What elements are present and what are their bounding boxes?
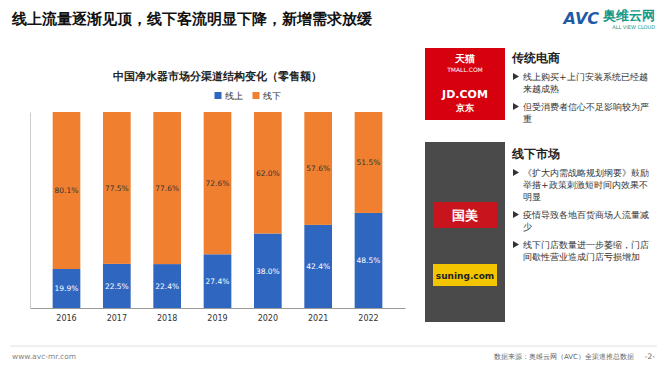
image-text: JD.COM [441, 88, 488, 101]
legend-item: 线下 [253, 91, 281, 101]
data-label: 80.1% [55, 186, 79, 195]
data-label: 48.5% [357, 256, 381, 265]
image-background [425, 142, 505, 322]
panel-image: 国美 suning.com [425, 142, 505, 322]
x-tick: 2018 [157, 314, 177, 323]
data-label: 22.5% [105, 282, 129, 291]
x-tick: 2019 [207, 314, 227, 323]
data-label: 42.4% [306, 262, 330, 271]
bullet-marker [513, 211, 519, 218]
bar [204, 112, 232, 254]
bullet-marker [513, 103, 519, 110]
data-label: 38.0% [256, 267, 280, 276]
image-text: TMALL.COM [446, 66, 483, 73]
bars [53, 112, 383, 308]
data-label: 77.6% [155, 184, 179, 193]
bullet-text: 但受消费者信心不足影响较为严重 [523, 102, 649, 124]
bar [53, 112, 81, 269]
data-label: 27.4% [206, 277, 230, 286]
x-tick: 2017 [107, 314, 127, 323]
data-label: 22.4% [155, 282, 179, 291]
x-tick: 2022 [358, 314, 378, 323]
x-tick-label: 2016 [56, 314, 76, 323]
data-label: 19.9% [55, 284, 79, 293]
slide-title: 线上流量逐渐见顶，线下客流明显下降，新增需求放缓 [11, 10, 373, 28]
bullet-text: 线上购买+上门安装系统已经越来越成熟 [523, 72, 648, 94]
x-tick-label: 2019 [207, 314, 227, 323]
x-tick: 2016 [56, 314, 76, 323]
bullet-text: 疫情导致各地百货商场人流量减少 [523, 210, 649, 232]
panel-heading: 传统电商 [511, 51, 560, 65]
bullet-text: 《扩大内需战略规划纲要》鼓励举措+政策刺激短时间内效果不明显 [523, 168, 649, 202]
x-tick-label: 2020 [258, 314, 278, 323]
bar [304, 112, 332, 225]
image-text: 京东 [455, 103, 474, 113]
footer-source: 数据来源：奥维云网（AVC）全渠道推总数据 [494, 353, 634, 361]
image-background [425, 48, 505, 120]
bar [103, 264, 131, 308]
footer-page: -2- [645, 352, 655, 361]
image-text: suning.com [436, 271, 494, 281]
bar [254, 112, 282, 234]
data-label: 51.5% [357, 158, 381, 167]
sign [433, 202, 497, 228]
legend-item: 线上 [215, 91, 243, 101]
panel: 天猫 TMALL.COM JD.COM 京东 传统电商线上购买+上门安装系统已经越来越成… [425, 48, 649, 124]
footer-rule [10, 346, 657, 347]
legend-swatch [215, 92, 222, 99]
x-tick: 2021 [308, 314, 328, 323]
x-tick-label: 2018 [157, 314, 177, 323]
y-axis-line [30, 113, 31, 309]
bar [355, 213, 383, 308]
x-tick-label: 2022 [358, 314, 378, 323]
image-text: 国美 [452, 208, 478, 223]
bar [53, 269, 81, 308]
panel-heading: 线下市场 [511, 147, 560, 161]
x-tick: 2020 [258, 314, 278, 323]
bullet-marker [513, 169, 519, 176]
data-label: 62.0% [256, 169, 280, 178]
panel-image: 天猫 TMALL.COM JD.COM 京东 [425, 48, 505, 120]
bullet-marker [513, 241, 519, 248]
bar [153, 112, 181, 264]
legend-swatch [253, 92, 260, 99]
x-tick-label: 2017 [107, 314, 127, 323]
slide: 线上流量逐渐见顶，线下客流明显下降，新增需求放缓 奥维云网ALL VIEW CLO… [0, 0, 667, 370]
y-axis [30, 113, 31, 309]
x-axis: 2016 2017 2018 2019 2020 2021 2022 [31, 309, 406, 323]
panel: 国美 suning.com 线下市场《扩大内需战略规划纲要》鼓励举措+政策刺激短时间… [425, 142, 649, 322]
footer-website: www.avc-mr.com [12, 352, 76, 361]
series-bars [53, 112, 383, 269]
x-axis-line [31, 308, 406, 309]
logo-name: 奥维云网 [602, 8, 655, 23]
data-label: 72.6% [206, 179, 230, 188]
bullet-marker [513, 73, 519, 80]
bar [204, 254, 232, 308]
bar [153, 264, 181, 308]
bar [254, 234, 282, 308]
logo-subtitle: ALL VIEW CLOUD [612, 24, 655, 30]
data-labels: 19.9% 22.5% 22.4% 27.4% 38.0% 42.4% 48.5% 80.1%… [55, 158, 381, 293]
bullet-text: 线下门店数量进一步萎缩，门店间歇性营业造成门店亏损增加 [523, 240, 649, 262]
data-label: 77.5% [105, 184, 129, 193]
sign [433, 264, 497, 286]
image-text: 天猫 [454, 53, 475, 64]
bar [103, 112, 131, 264]
x-tick-label: 2021 [308, 314, 328, 323]
logo-mark: AVC [562, 9, 600, 28]
legend-label: 线下 [263, 91, 281, 101]
chart-title: 中国净水器市场分渠道结构变化（零售额） [113, 70, 322, 83]
legend-label: 线上 [225, 91, 243, 101]
legend: 线上 线下 [215, 91, 281, 101]
data-label: 57.6% [306, 164, 330, 173]
bar [355, 112, 383, 213]
bar [304, 225, 332, 308]
